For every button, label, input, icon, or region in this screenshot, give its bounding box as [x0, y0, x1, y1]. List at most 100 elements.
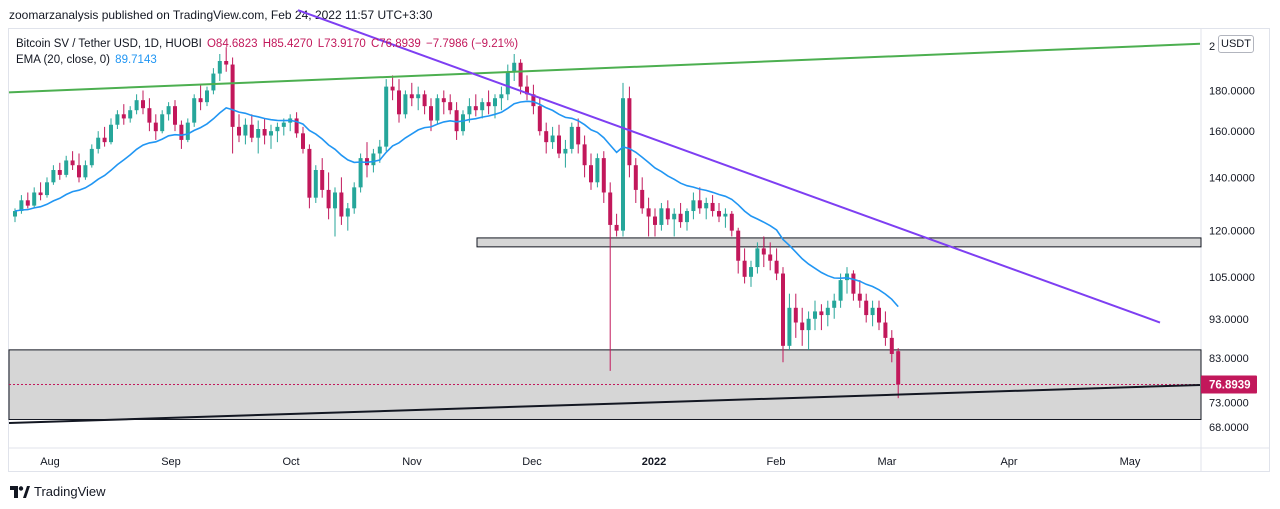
candle-body[interactable] — [787, 307, 792, 346]
candle-body[interactable] — [217, 60, 222, 74]
candle-body[interactable] — [429, 106, 433, 121]
candle-body[interactable] — [621, 98, 625, 231]
candle-body[interactable] — [352, 187, 357, 209]
candle-body[interactable] — [525, 86, 529, 95]
candle-body[interactable] — [441, 98, 446, 103]
candle-body[interactable] — [57, 170, 62, 175]
candle-body[interactable] — [185, 122, 190, 140]
candle-body[interactable] — [755, 248, 760, 268]
candle-body[interactable] — [480, 102, 485, 111]
candle-body[interactable] — [64, 160, 69, 175]
candle-body[interactable] — [384, 86, 389, 147]
candle-body[interactable] — [717, 211, 721, 217]
candle-body[interactable] — [896, 351, 901, 385]
candle-body[interactable] — [518, 62, 523, 87]
candle-body[interactable] — [601, 158, 606, 193]
support-zone-1[interactable] — [476, 237, 1202, 248]
tradingview-logo[interactable]: TradingView — [10, 484, 106, 499]
currency-unit-badge[interactable]: USDT — [1218, 35, 1254, 53]
candle-body[interactable] — [134, 100, 139, 111]
candle-body[interactable] — [851, 273, 856, 294]
candle-body[interactable] — [147, 108, 152, 123]
candle-body[interactable] — [77, 165, 81, 178]
candle-body[interactable] — [128, 110, 133, 119]
candle-body[interactable] — [883, 322, 888, 338]
candle-body[interactable] — [461, 114, 465, 132]
candle-body[interactable] — [109, 124, 113, 143]
candle-body[interactable] — [345, 208, 350, 217]
candle-body[interactable] — [435, 98, 440, 121]
candle-body[interactable] — [761, 248, 766, 255]
candle-body[interactable] — [19, 200, 24, 212]
candle-body[interactable] — [230, 64, 235, 127]
candle-body[interactable] — [397, 90, 401, 115]
candle-body[interactable] — [493, 98, 497, 107]
candle-body[interactable] — [633, 165, 638, 190]
candle-body[interactable] — [870, 307, 875, 316]
candle-body[interactable] — [710, 202, 715, 212]
candle-body[interactable] — [781, 273, 785, 346]
candle-body[interactable] — [313, 170, 318, 198]
candle-body[interactable] — [409, 94, 414, 99]
candle-body[interactable] — [640, 189, 645, 209]
candle-body[interactable] — [153, 122, 158, 132]
candle-body[interactable] — [653, 216, 657, 225]
candle-body[interactable] — [678, 213, 683, 223]
candle-body[interactable] — [166, 106, 171, 115]
candle-body[interactable] — [294, 118, 299, 134]
candle-body[interactable] — [121, 114, 126, 119]
candle-body[interactable] — [697, 200, 702, 209]
candle-body[interactable] — [115, 114, 120, 125]
candle-body[interactable] — [544, 131, 549, 143]
candle-body[interactable] — [237, 126, 241, 136]
candle-body[interactable] — [685, 211, 689, 223]
candle-body[interactable] — [838, 280, 843, 301]
candle-body[interactable] — [627, 98, 632, 166]
candle-body[interactable] — [358, 158, 363, 188]
candle-body[interactable] — [160, 114, 165, 132]
candle-body[interactable] — [249, 124, 254, 138]
candle-body[interactable] — [608, 192, 613, 225]
candle-body[interactable] — [83, 165, 88, 178]
candle-body[interactable] — [806, 318, 811, 331]
candle-body[interactable] — [569, 126, 574, 149]
candle-body[interactable] — [793, 307, 798, 323]
candle-body[interactable] — [269, 131, 273, 136]
candle-body[interactable] — [582, 144, 587, 166]
candle-body[interactable] — [749, 267, 753, 277]
candle-body[interactable] — [691, 200, 696, 212]
candle-body[interactable] — [659, 208, 664, 225]
candle-body[interactable] — [825, 307, 830, 316]
candle-body[interactable] — [499, 94, 504, 99]
candle-body[interactable] — [742, 260, 747, 277]
candle-body[interactable] — [505, 71, 510, 95]
candle-body[interactable] — [877, 307, 881, 323]
candle-body[interactable] — [211, 73, 216, 91]
candle-body[interactable] — [595, 158, 600, 183]
candle-body[interactable] — [467, 106, 472, 115]
trendline-purple[interactable] — [297, 9, 1161, 324]
candle-body[interactable] — [192, 98, 197, 123]
ema-line[interactable] — [14, 100, 899, 308]
candle-body[interactable] — [326, 189, 331, 209]
candle-body[interactable] — [307, 148, 312, 198]
candle-body[interactable] — [371, 153, 376, 166]
candle-body[interactable] — [320, 170, 325, 190]
candle-body[interactable] — [25, 200, 30, 206]
candle-body[interactable] — [89, 148, 94, 166]
candle-body[interactable] — [281, 122, 286, 127]
candle-body[interactable] — [857, 293, 862, 301]
candle-body[interactable] — [832, 300, 837, 308]
candle-body[interactable] — [768, 254, 773, 261]
candle-body[interactable] — [537, 106, 542, 132]
candle-body[interactable] — [723, 213, 728, 217]
trendline-black[interactable] — [8, 383, 1201, 424]
candle-body[interactable] — [333, 192, 337, 209]
candle-body[interactable] — [224, 60, 229, 65]
candle-body[interactable] — [800, 322, 805, 331]
candle-body[interactable] — [646, 208, 651, 217]
candle-body[interactable] — [729, 213, 734, 231]
candle-body[interactable] — [141, 100, 145, 109]
legend-symbol[interactable]: Bitcoin SV / Tether USD, 1D, HUOBI — [16, 38, 202, 50]
candle-body[interactable] — [339, 192, 344, 217]
